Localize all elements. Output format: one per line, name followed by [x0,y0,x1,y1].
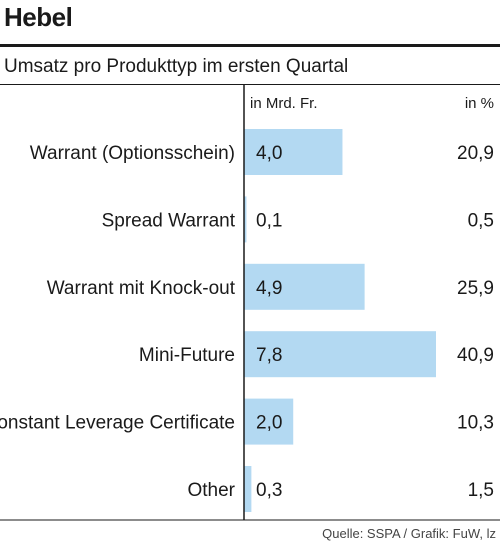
category-label-2: Warrant mit Knock-out [47,278,236,299]
bar-2 [244,263,365,310]
chart-title: Hebel [4,2,73,32]
value-label-1: 0,1 [256,210,282,231]
share-label-4: 10,3 [457,413,494,434]
bar-4 [244,398,294,445]
value-label-3: 7,8 [256,345,282,366]
share-label-1: 0,5 [468,210,494,231]
share-label-2: 25,9 [457,278,494,299]
category-label-1: Spread Warrant [102,210,236,231]
share-label-0: 20,9 [457,143,494,164]
value-label-5: 0,3 [256,480,282,501]
value-label-0: 4,0 [256,143,282,164]
value-label-4: 2,0 [256,413,282,434]
bar-1 [244,196,247,243]
category-label-3: Mini-Future [139,345,235,366]
category-label-0: Warrant (Optionsschein) [30,143,235,164]
bar-0 [244,129,343,175]
value-label-2: 4,9 [256,278,282,299]
chart-subtitle: Umsatz pro Produkttyp im ersten Quartal [4,56,349,77]
source-note: Quelle: SSPA / Grafik: FuW, lz [322,526,496,541]
bar-3 [244,331,436,378]
category-label-5: Other [187,480,235,501]
share-label-3: 40,9 [457,345,494,366]
header-rule [0,84,500,85]
bar-5 [244,466,252,512]
category-label-4: Constant Leverage Certificate [0,413,235,434]
value-column-header: in Mrd. Fr. [250,95,318,112]
share-column-header: in % [465,95,494,112]
share-label-5: 1,5 [468,480,494,501]
title-rule [0,44,500,47]
